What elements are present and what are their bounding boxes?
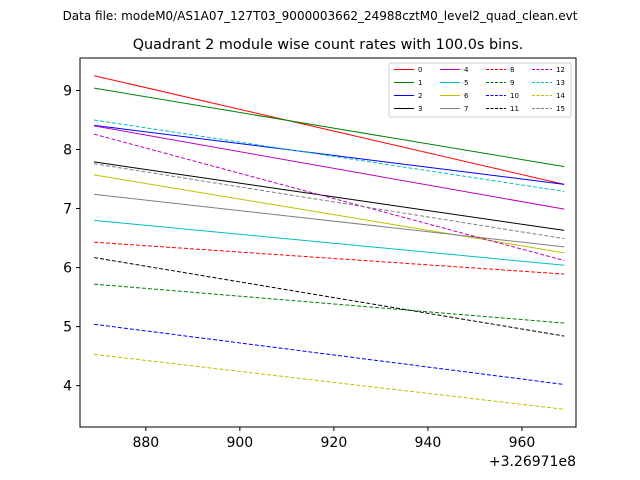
x-tick-label: 940 (415, 435, 442, 451)
series-line-3 (94, 161, 565, 231)
series-line-10 (94, 323, 565, 385)
series-line-12 (93, 133, 565, 261)
series-line-13 (94, 119, 565, 192)
y-tick-label: 9 (63, 83, 72, 99)
plot-area (93, 75, 565, 410)
legend-label-7: 7 (464, 105, 468, 113)
legend-label-0: 0 (418, 66, 422, 74)
series-line-0 (93, 75, 565, 185)
legend-label-15: 15 (556, 105, 565, 113)
legend-label-3: 3 (418, 105, 422, 113)
legend-label-9: 9 (510, 79, 514, 87)
series-line-5 (94, 219, 565, 266)
legend-label-6: 6 (464, 92, 469, 100)
y-tick-label: 8 (63, 143, 72, 159)
legend-label-13: 13 (556, 79, 565, 87)
series-line-7 (94, 193, 565, 248)
x-offset-label: +3.26971e8 (489, 454, 576, 470)
legend-label-14: 14 (556, 92, 565, 100)
legend-frame (388, 62, 572, 118)
x-axis: 880 900 920 940 960 (132, 427, 535, 451)
axes-frame (79, 57, 577, 428)
legend-label-5: 5 (464, 79, 468, 87)
figure-suptitle: Data file: modeM0/AS1A07_127T03_90000036… (63, 9, 578, 23)
y-tick-label: 6 (63, 261, 72, 277)
legend-label-2: 2 (418, 92, 422, 100)
series-line-14 (94, 353, 565, 410)
x-tick-label: 900 (226, 435, 253, 451)
legend-label-8: 8 (510, 66, 514, 74)
series-line-1 (94, 87, 565, 168)
x-tick-label: 880 (132, 435, 159, 451)
series-line-4 (94, 125, 565, 210)
series-line-2 (94, 124, 565, 185)
y-axis: 4 5 6 7 8 9 (63, 83, 80, 395)
legend-label-11: 11 (510, 105, 519, 113)
chart-title: Quadrant 2 module wise count rates with … (133, 37, 524, 53)
y-tick-label: 5 (63, 320, 72, 336)
y-tick-label: 7 (63, 202, 72, 218)
legend-label-1: 1 (418, 79, 422, 87)
legend-label-10: 10 (510, 92, 519, 100)
x-tick-label: 960 (509, 435, 536, 451)
x-tick-label: 920 (321, 435, 348, 451)
y-tick-label: 4 (63, 379, 72, 395)
series-line-9 (94, 283, 565, 324)
legend-label-12: 12 (556, 66, 565, 74)
series-line-11 (94, 257, 565, 337)
series-line-15 (94, 163, 565, 240)
legend-label-4: 4 (464, 66, 469, 74)
series-line-8 (94, 241, 565, 275)
